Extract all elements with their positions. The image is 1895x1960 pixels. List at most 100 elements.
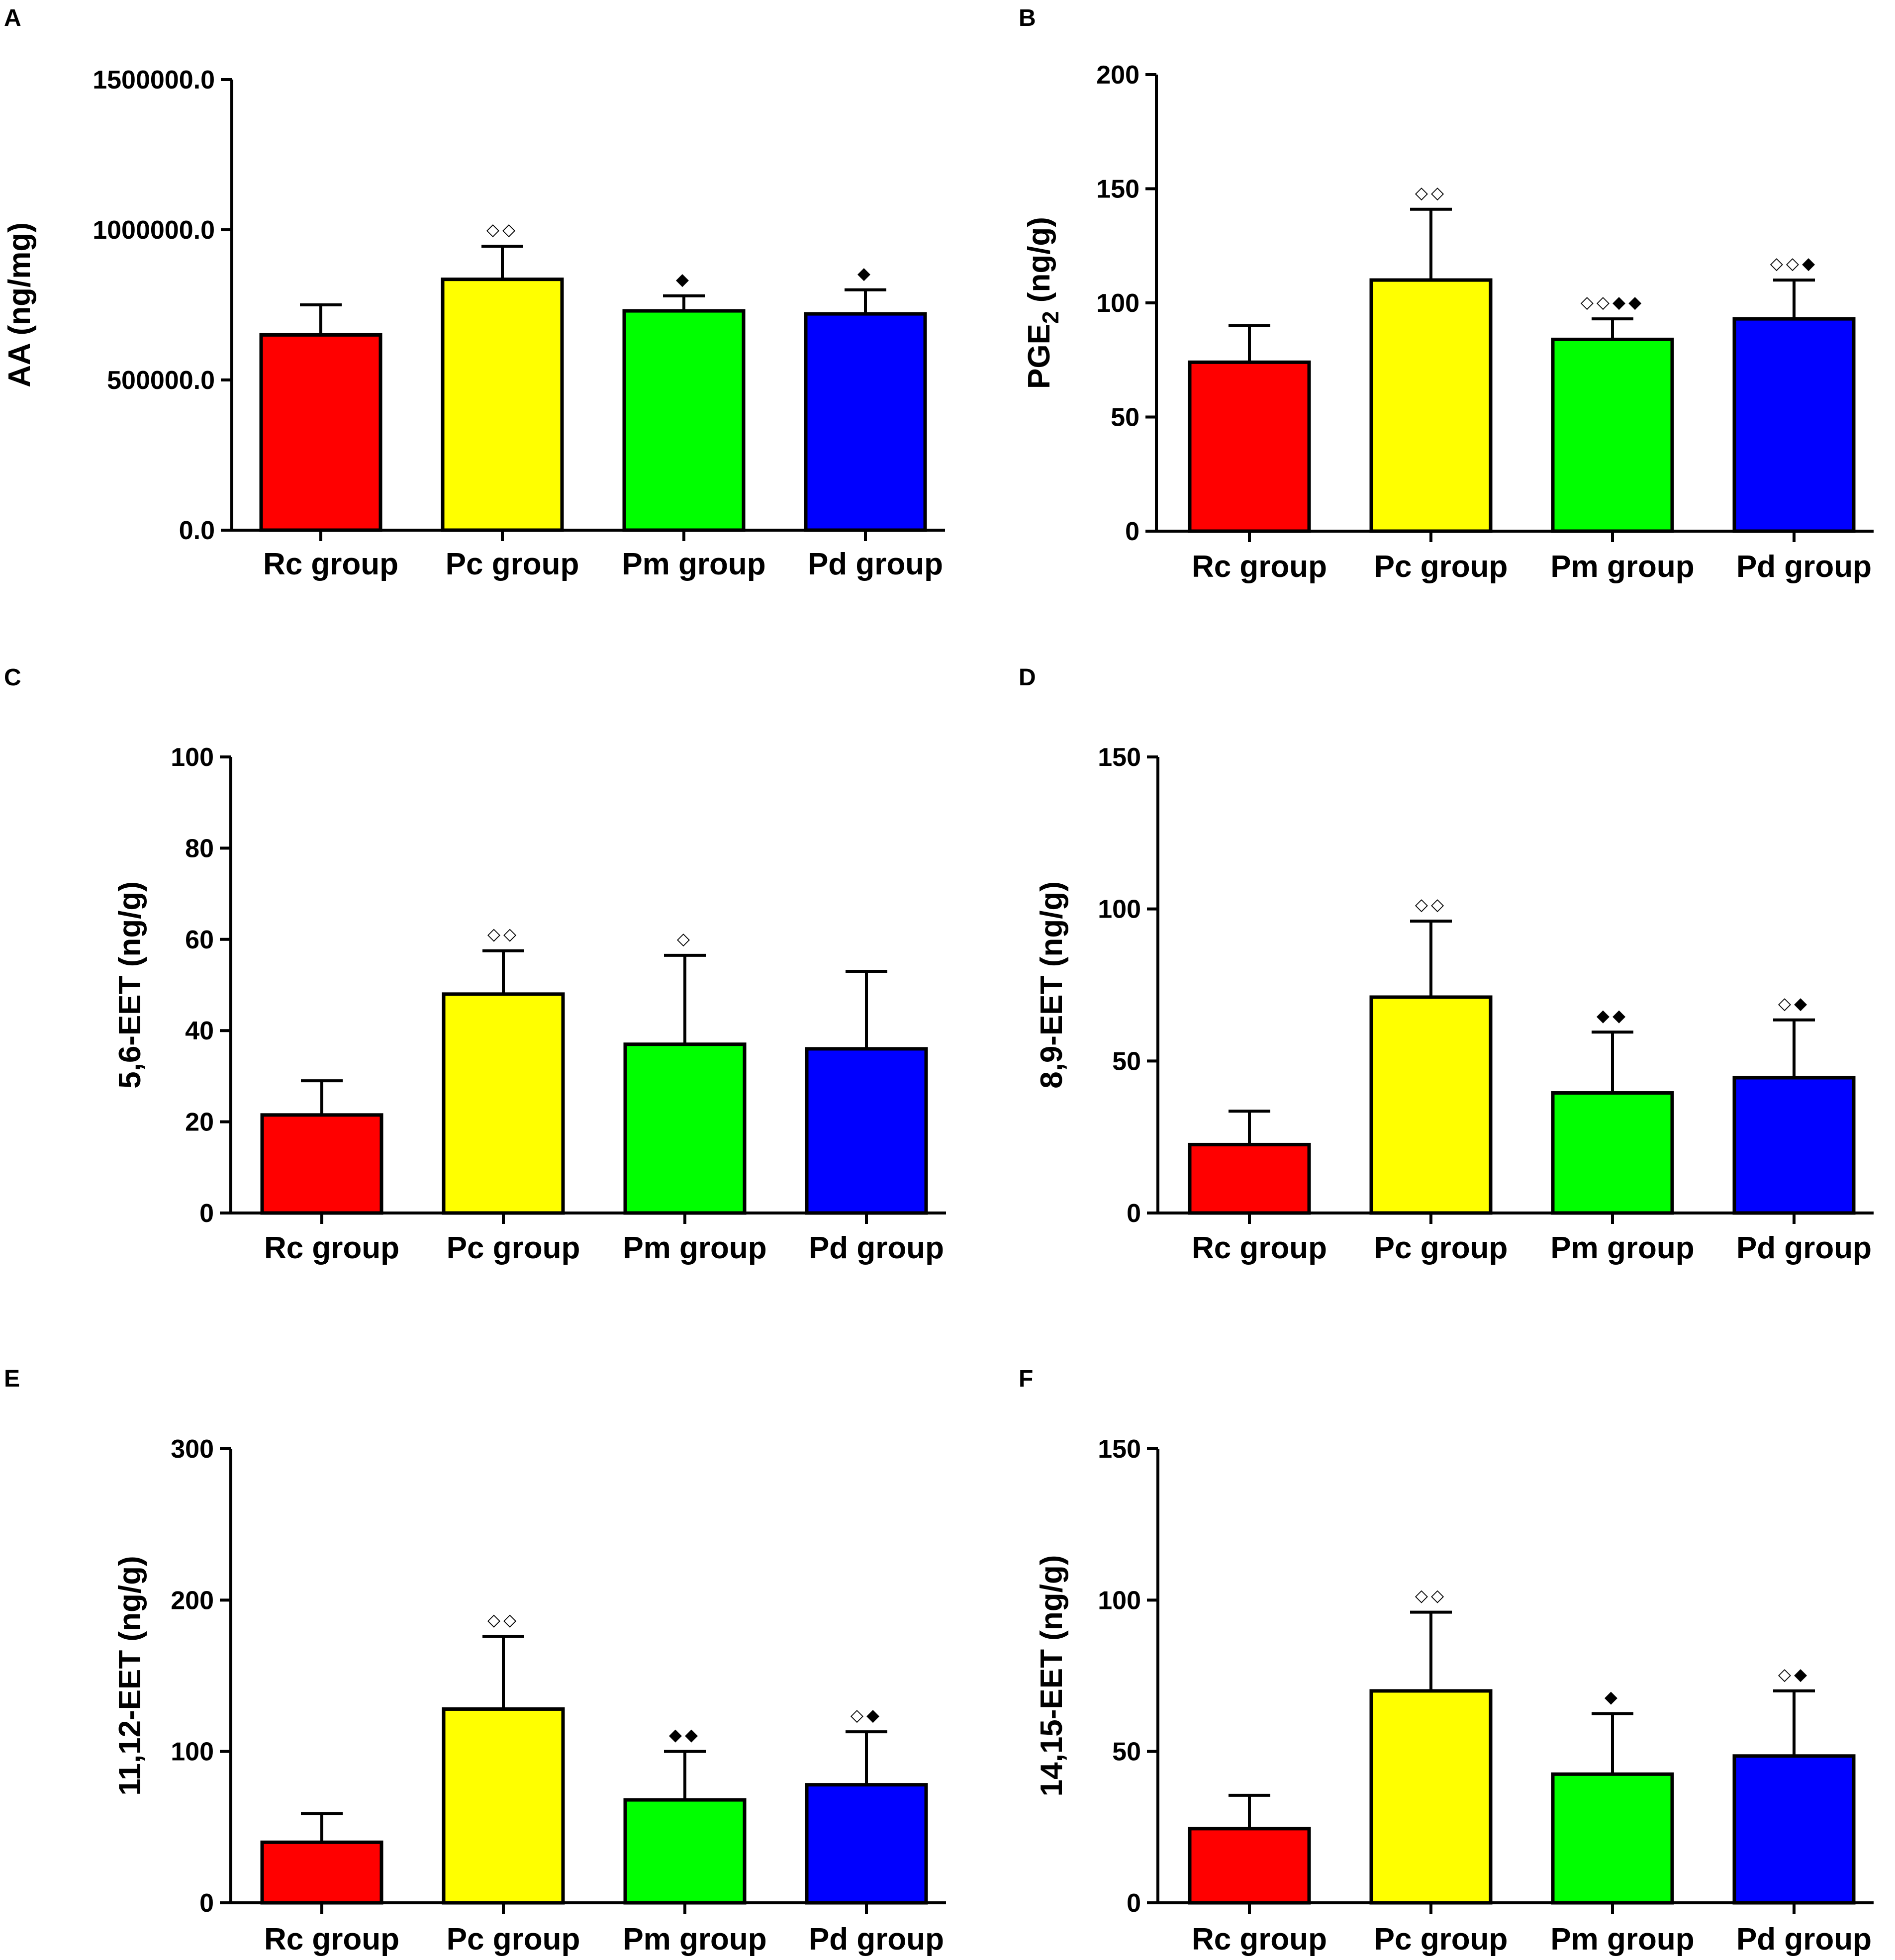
significance-marker: ◇◇	[1415, 1586, 1447, 1606]
y-tick-label: 80	[185, 834, 214, 863]
bar-pc-group	[1369, 1689, 1493, 1905]
y-tick-label: 50	[1112, 1738, 1141, 1767]
significance-marker: ◇◇	[487, 925, 519, 944]
significance-marker: ◆◆	[669, 1725, 701, 1745]
x-tick-label: Pm group	[1550, 1922, 1694, 1957]
y-tick-label: 200	[1096, 61, 1139, 90]
bar-rc-group	[1188, 1142, 1311, 1215]
significance-marker: ◇◇	[487, 1610, 519, 1630]
bar-rc-group	[260, 1113, 383, 1215]
x-tick-label: Pm group	[622, 547, 765, 581]
chart-panel-e: E 0 100 200 300 11,12-EET (ng/g) Rc group Pc gr…	[4, 1366, 946, 1957]
bar-pc-group	[442, 1707, 565, 1905]
bar-pd-group	[805, 1783, 928, 1905]
bar-pm-group	[622, 309, 746, 532]
panel-letter: A	[4, 5, 21, 31]
y-axis-title: 11,12-EET (ng/g)	[113, 1556, 147, 1795]
significance-marker: ◇◆	[1778, 1665, 1810, 1684]
significance-marker: ◆	[1605, 1687, 1620, 1707]
x-tick-label: Pd group	[1736, 550, 1872, 584]
y-axis-title: 8,9-EET (ng/g)	[1035, 881, 1069, 1089]
bar-rc-group	[260, 1840, 383, 1905]
x-tick-label: Pc group	[1374, 550, 1508, 584]
x-tick-label: Pd group	[809, 1922, 944, 1957]
x-tick-label: Rc group	[264, 1231, 399, 1265]
significance-marker: ◇◇	[1415, 183, 1447, 203]
panel-letter: B	[1019, 5, 1036, 31]
y-tick-label: 200	[171, 1586, 214, 1615]
y-axis-title: 5,6-EET (ng/g)	[113, 881, 147, 1089]
significance-marker: ◆◆	[1597, 1006, 1628, 1026]
x-tick-label: Pd group	[1736, 1922, 1872, 1957]
x-tick-label: Pd group	[1736, 1231, 1872, 1265]
x-tick-label: Pd group	[808, 547, 943, 581]
x-tick-label: Pm group	[623, 1231, 766, 1265]
x-tick-label: Pc group	[447, 1922, 580, 1957]
y-tick-label: 40	[185, 1017, 214, 1045]
x-tick-label: Pc group	[447, 1231, 580, 1265]
y-tick-label: 150	[1098, 743, 1141, 772]
y-tick-label: 0	[199, 1199, 214, 1228]
y-axis-title-subscript: 2	[1038, 311, 1063, 324]
bar-pm-group	[623, 1042, 747, 1215]
bar-pc-group	[442, 992, 565, 1215]
significance-marker: ◇◇◆◆	[1581, 292, 1645, 312]
bar-pd-group	[805, 1047, 928, 1215]
chart-panel-a: A 0.0 500000.0 1000000.0 1500000.0 AA (ng/mg)…	[2, 5, 945, 581]
chart-panel-c: C 0 20 40 60 80 100 5,6-EET (ng/g) Rc group Pc gr…	[4, 664, 946, 1265]
y-tick-label: 0	[1127, 1199, 1141, 1228]
y-axis-title: 14,15-EET (ng/g)	[1035, 1555, 1069, 1797]
y-tick-label: 1500000.0	[93, 66, 215, 94]
significance-marker: ◇◆	[851, 1705, 882, 1725]
y-tick-label: 300	[171, 1435, 214, 1464]
x-tick-label: Rc group	[1192, 550, 1327, 584]
bar-pm-group	[1551, 337, 1674, 533]
y-tick-label: 60	[185, 926, 214, 954]
y-tick-label: 100	[171, 1738, 214, 1767]
y-tick-label: 50	[1112, 1047, 1141, 1076]
bar-pc-group	[441, 278, 564, 532]
bar-pd-group	[804, 312, 927, 532]
x-tick-label: Pc group	[1374, 1922, 1508, 1957]
significance-marker: ◇◇	[1415, 895, 1447, 915]
bar-pc-group	[1369, 995, 1493, 1215]
significance-marker: ◇◇	[486, 220, 518, 240]
bar-pm-group	[1551, 1091, 1674, 1215]
y-axis-title-unit: (ng/g)	[1022, 217, 1056, 311]
significance-marker: ◇◆	[1778, 994, 1810, 1014]
y-axis-title-main: PGE	[1022, 324, 1056, 389]
x-tick-label: Pc group	[446, 547, 579, 581]
x-tick-label: Rc group	[1192, 1922, 1327, 1957]
bar-pm-group	[1551, 1772, 1674, 1905]
y-tick-label: 50	[1111, 403, 1139, 432]
panel-letter: E	[4, 1366, 20, 1392]
x-tick-label: Rc group	[1192, 1231, 1327, 1265]
y-tick-label: 1000000.0	[93, 216, 215, 245]
x-tick-label: Rc group	[263, 547, 398, 581]
chart-panel-d: D 0 50 100 150 8,9-EET (ng/g) Rc group Pc group…	[1019, 664, 1874, 1265]
bar-rc-group	[259, 333, 382, 532]
chart-panel-b: B 0 50 100 150 200 PGE2 (ng/g) Rc group Pc group…	[1019, 5, 1874, 584]
y-tick-label: 150	[1096, 175, 1139, 204]
significance-marker: ◆	[676, 270, 692, 289]
bar-pd-group	[1732, 1076, 1856, 1215]
y-tick-label: 0	[199, 1889, 214, 1918]
x-tick-label: Pm group	[623, 1922, 766, 1957]
x-tick-label: Pd group	[809, 1231, 944, 1265]
bar-rc-group	[1188, 1827, 1311, 1905]
significance-marker: ◇◇◆	[1770, 254, 1818, 274]
bar-pd-group	[1732, 1754, 1856, 1905]
y-tick-label: 100	[171, 743, 214, 772]
x-tick-label: Pc group	[1374, 1231, 1508, 1265]
x-tick-label: Pm group	[1550, 1231, 1694, 1265]
y-tick-label: 100	[1096, 289, 1139, 318]
panel-letter: F	[1019, 1366, 1033, 1392]
panel-letter: D	[1019, 664, 1036, 691]
bar-rc-group	[1188, 360, 1311, 533]
chart-panel-f: F 0 50 100 150 14,15-EET (ng/g) Rc group Pc gro…	[1019, 1366, 1874, 1957]
y-axis-title: PGE2 (ng/g)	[1022, 217, 1063, 389]
y-tick-label: 0	[1125, 517, 1139, 546]
significance-marker: ◆	[857, 264, 873, 283]
x-tick-label: Rc group	[264, 1922, 399, 1957]
